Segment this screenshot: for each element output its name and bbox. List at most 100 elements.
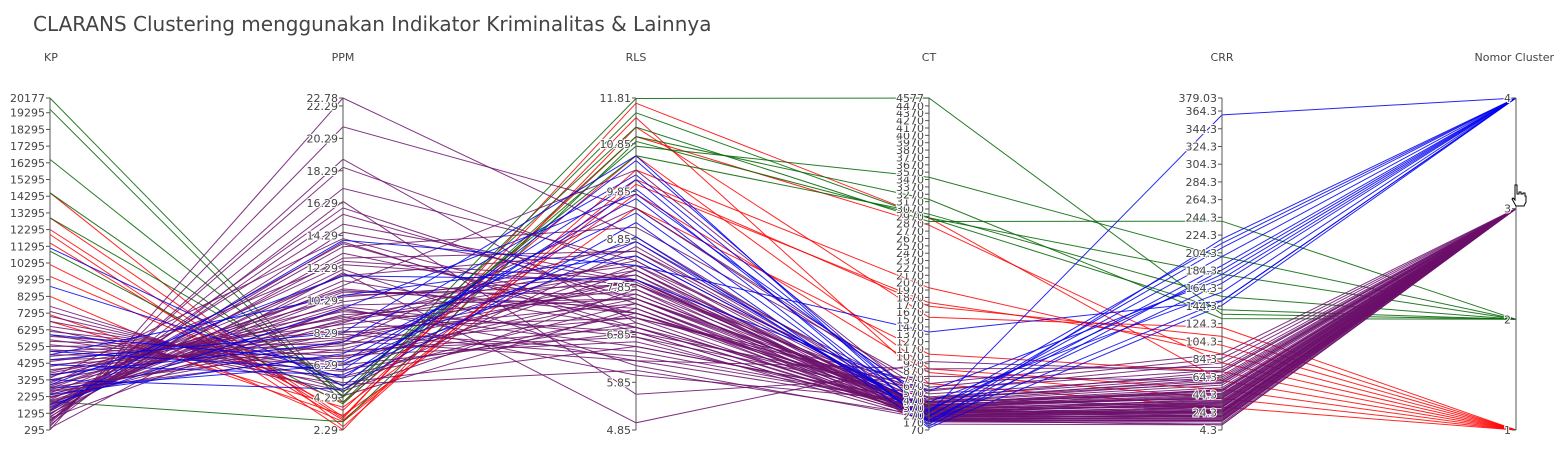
tick-label: 14.29	[307, 230, 339, 243]
tick-label: 4	[1504, 92, 1511, 105]
cluster-3-line[interactable]	[49, 208, 1517, 420]
tick-label: 2170	[896, 269, 924, 282]
cluster-4-line[interactable]	[49, 97, 1517, 425]
cluster-3-line[interactable]	[49, 208, 1517, 414]
cluster-3-line[interactable]	[49, 208, 1517, 405]
cluster-2-line[interactable]	[49, 136, 1517, 405]
tick-label: 16295	[10, 157, 45, 170]
tick-label: 184.3	[1186, 265, 1218, 278]
cluster-3-line[interactable]	[49, 208, 1517, 429]
tick-label: 1370	[896, 328, 924, 341]
cluster-3-line[interactable]	[49, 208, 1517, 421]
cluster-3-line[interactable]	[49, 208, 1517, 422]
axis-nomor-cluster[interactable]: Nomor Cluster 1 2 3 4	[1475, 51, 1555, 438]
axis-title: KP	[44, 51, 58, 64]
cluster-3-line[interactable]	[49, 208, 1517, 412]
cluster-3-line[interactable]	[49, 208, 1517, 416]
tick-label: 14295	[10, 190, 45, 203]
cluster-4-line[interactable]	[49, 97, 1517, 413]
cluster-4-line[interactable]	[49, 97, 1517, 392]
tick-label: 12.29	[307, 262, 339, 275]
tick-label: 4577	[896, 92, 924, 105]
cluster-3-line[interactable]	[49, 208, 1517, 424]
tick-label: 11.81	[600, 92, 632, 105]
tick-label: 144.3	[1186, 300, 1218, 313]
cluster-3-line[interactable]	[49, 208, 1517, 419]
tick-label: 16.29	[307, 197, 339, 210]
tick-label: 870	[903, 365, 924, 378]
cluster-3-line[interactable]	[49, 208, 1517, 418]
tick-label: 18295	[10, 123, 45, 136]
cluster-3-line[interactable]	[49, 208, 1517, 421]
tick-label: 124.3	[1186, 318, 1218, 331]
cluster-3-line[interactable]	[49, 208, 1517, 409]
tick-label: 470	[903, 395, 924, 408]
tick-label: 1170	[896, 343, 924, 356]
tick-label: 13295	[10, 207, 45, 220]
cluster-3-line[interactable]	[49, 208, 1517, 391]
tick-label: 5295	[17, 341, 45, 354]
cluster-4-line[interactable]	[49, 97, 1517, 422]
tick-label: 670	[903, 380, 924, 393]
tick-label: 170	[903, 417, 924, 430]
tick-label: 4295	[17, 357, 45, 370]
cluster-3-line[interactable]	[49, 208, 1517, 417]
cluster-3-line[interactable]	[49, 208, 1517, 414]
axis-kp[interactable]: KP 295 1295 2295 3295 4295 5295 6295 7295 8295 929…	[9, 51, 58, 438]
cluster-4-line[interactable]	[49, 97, 1517, 417]
axis-title: Nomor Cluster	[1475, 51, 1555, 64]
cluster-3-line[interactable]	[49, 207, 1517, 397]
cluster-4-line[interactable]	[49, 97, 1517, 406]
tick-label: 3270	[896, 188, 924, 201]
cluster-3-line[interactable]	[49, 208, 1517, 414]
cluster-4-line[interactable]	[49, 97, 1517, 427]
cluster-1-line[interactable]	[49, 169, 1517, 431]
cluster-2-line[interactable]	[49, 140, 1517, 423]
tick-label: 6.29	[314, 359, 339, 372]
axis-rls[interactable]: RLS 4.85 5.85 6.85 7.85 8.85 9.85 10.85 11.81	[599, 51, 647, 438]
tick-label: 4070	[896, 129, 924, 142]
cluster-3-line[interactable]	[49, 208, 1517, 404]
cluster-3-line[interactable]	[49, 208, 1517, 418]
tick-label: 3	[1504, 203, 1511, 216]
axis-ppm[interactable]: PPM 2.29 4.29 6.29 8.29 10.29 12.29 14.29 16.29 1…	[306, 51, 355, 438]
cluster-4-line[interactable]	[49, 97, 1517, 410]
cluster-3-line[interactable]	[49, 208, 1517, 403]
cluster-3-line[interactable]	[49, 208, 1517, 398]
tick-label: 4270	[896, 115, 924, 128]
cluster-3-line[interactable]	[49, 208, 1517, 418]
tick-label: 5.85	[607, 376, 632, 389]
cluster-3-line[interactable]	[49, 208, 1517, 416]
cluster-3-line[interactable]	[49, 200, 1517, 426]
tick-label: 64.3	[1193, 371, 1218, 384]
cluster-3-line[interactable]	[49, 208, 1517, 413]
tick-label: 1	[1504, 424, 1511, 437]
tick-label: 24.3	[1193, 406, 1218, 419]
cluster-4-line[interactable]	[49, 97, 1517, 429]
tick-label: 15295	[10, 174, 45, 187]
cluster-3-line[interactable]	[49, 208, 1517, 414]
tick-label: 224.3	[1186, 229, 1218, 242]
hand-cursor-icon	[1511, 184, 1527, 207]
tick-label: 10.29	[307, 294, 339, 307]
tick-label: 2	[1504, 313, 1511, 326]
cluster-3-line[interactable]	[49, 208, 1517, 417]
axis-ct[interactable]: CT70170270370470570670770870970107011701…	[895, 51, 936, 438]
cluster-1-line[interactable]	[49, 116, 1517, 431]
tick-label: 970	[903, 358, 924, 371]
cluster-3-line[interactable]	[49, 208, 1517, 406]
axis-crr[interactable]: CRR 4.3 24.3 44.3 64.3 84.3 104.3 124.3 144.3 164…	[1178, 51, 1234, 438]
cluster-3-line[interactable]	[49, 208, 1517, 421]
cluster-4-line[interactable]	[49, 97, 1517, 411]
tick-label: 2970	[896, 210, 924, 223]
cluster-3-line[interactable]	[49, 208, 1517, 414]
tick-label: 3070	[896, 203, 924, 216]
cluster-3-line[interactable]	[49, 158, 1517, 424]
tick-label: 379.03	[1179, 92, 1218, 105]
cluster-3-line[interactable]	[49, 208, 1517, 407]
tick-label: 204.3	[1186, 247, 1218, 260]
tick-label: 3295	[17, 374, 45, 387]
tick-label: 8295	[17, 290, 45, 303]
cluster-1-line[interactable]	[49, 193, 1517, 431]
